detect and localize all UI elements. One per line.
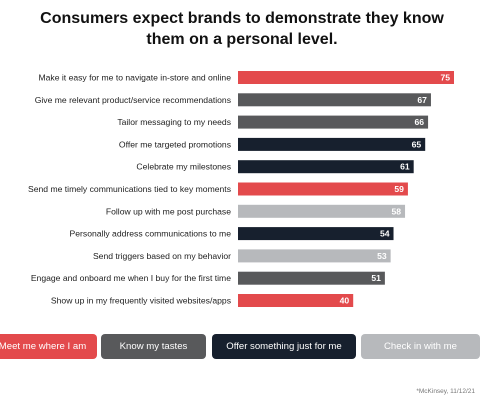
value-label: 54 [380,229,390,239]
category-label: Follow up with me post purchase [106,206,231,216]
bar [238,160,414,174]
category-label: Engage and onboard me when I buy for the… [31,273,231,283]
value-label: 66 [415,117,425,127]
bar [238,249,391,263]
value-label: 40 [340,296,350,306]
bar [238,137,426,151]
legend-check-in-with-me: Check in with me [361,334,480,359]
bar [238,227,394,241]
value-label: 61 [400,162,410,172]
chart-title-line-2: them on a personal level. [146,31,338,48]
bar [238,182,408,196]
source-footnote: *McKinsey, 11/12/21 [416,388,475,395]
legend-label: Offer something just for me [226,341,342,352]
legend-offer-something-just-for-me: Offer something just for me [212,334,356,359]
category-label: Personally address communications to me [70,229,232,239]
category-label: Celebrate my milestones [136,162,231,172]
legend-know-my-tastes: Know my tastes [101,334,206,359]
category-label: Tailor messaging to my needs [117,117,231,127]
bar-chart: Make it easy for me to navigate in-store… [28,71,454,307]
bar [238,93,431,107]
legend-label: Check in with me [383,341,458,352]
legend-label: Know my tastes [119,341,188,352]
value-label: 59 [394,184,404,194]
category-label: Give me relevant product/service recomme… [35,95,231,105]
legend-meet-me-where-i-am: Meet me where I am [0,334,97,359]
value-label: 67 [417,95,427,105]
value-label: 75 [440,73,450,83]
bar [238,204,406,218]
category-label: Send triggers based on my behavior [93,251,231,261]
chart-title-line-1: Consumers expect brands to demonstrate t… [40,10,444,27]
chart-title: Consumers expect brands to demonstrate t… [0,8,484,50]
bar [238,271,385,285]
category-label: Offer me targeted promotions [119,139,231,149]
category-label: Make it easy for me to navigate in-store… [38,73,231,83]
bar [238,115,429,129]
value-label: 53 [377,251,387,261]
category-label: Send me timely communications tied to ke… [28,184,231,194]
value-label: 51 [371,273,381,283]
value-label: 65 [412,139,422,149]
value-label: 58 [391,206,401,216]
legend-label: Meet me where I am [0,341,87,352]
category-label: Show up in my frequently visited website… [51,296,231,306]
bar [238,71,454,84]
bar [238,294,354,307]
